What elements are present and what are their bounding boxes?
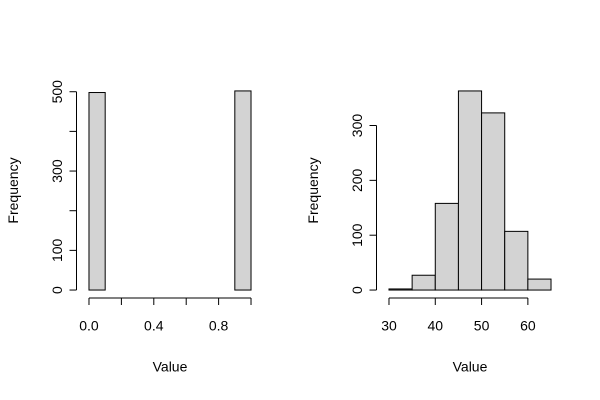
x-tick-label: 0.4 xyxy=(144,318,164,334)
x-tick-label: 0.0 xyxy=(79,318,99,334)
y-tick-label: 300 xyxy=(49,159,65,183)
y-axis-label: Frequency xyxy=(5,157,21,223)
bar xyxy=(481,112,506,291)
bar xyxy=(234,90,252,291)
x-axis-label: Value xyxy=(453,359,488,375)
y-tick-label: 0 xyxy=(49,286,65,294)
bar xyxy=(527,278,552,291)
bar xyxy=(504,230,529,291)
x-axis-label: Value xyxy=(153,359,188,375)
y-tick-label: 200 xyxy=(349,168,365,192)
x-tick-label: 0.8 xyxy=(209,318,229,334)
y-tick-label: 0 xyxy=(349,286,365,294)
bar xyxy=(388,288,413,291)
y-axis-label: Frequency xyxy=(305,157,321,223)
x-tick-label: 50 xyxy=(474,318,490,334)
y-tick-label: 300 xyxy=(349,114,365,138)
x-tick-label: 40 xyxy=(427,318,443,334)
y-tick-label: 100 xyxy=(349,223,365,247)
bar xyxy=(88,92,106,291)
bar xyxy=(434,202,459,291)
x-tick-label: 60 xyxy=(520,318,536,334)
y-tick-label: 500 xyxy=(49,80,65,104)
bar xyxy=(411,274,436,291)
y-tick-label: 100 xyxy=(49,238,65,262)
bar xyxy=(457,90,483,291)
x-tick-label: 30 xyxy=(381,318,397,334)
